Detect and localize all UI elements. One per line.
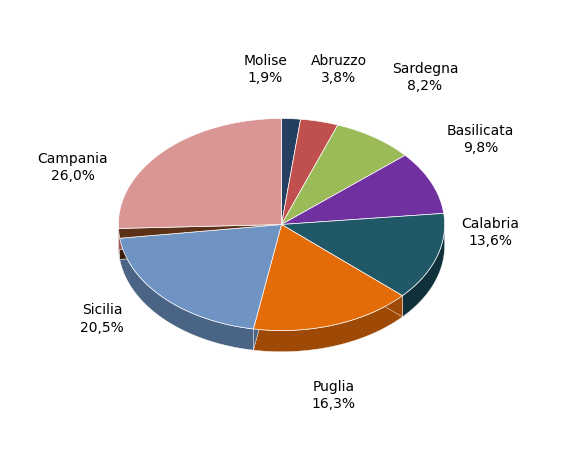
Polygon shape	[253, 296, 403, 352]
Polygon shape	[282, 119, 338, 224]
Polygon shape	[120, 224, 282, 329]
Polygon shape	[120, 224, 282, 260]
Polygon shape	[253, 224, 282, 350]
Text: Sardegna
8,2%: Sardegna 8,2%	[392, 62, 458, 93]
Text: Basilicata
9,8%: Basilicata 9,8%	[447, 124, 514, 155]
Text: Abruzzo
3,8%: Abruzzo 3,8%	[311, 54, 367, 85]
Polygon shape	[403, 224, 445, 317]
Polygon shape	[118, 224, 282, 238]
Polygon shape	[282, 125, 405, 224]
Text: Sicilia
20,5%: Sicilia 20,5%	[80, 304, 124, 335]
Polygon shape	[282, 224, 403, 317]
Polygon shape	[253, 224, 403, 330]
Polygon shape	[120, 238, 253, 350]
Polygon shape	[120, 224, 282, 260]
Text: Puglia
16,3%: Puglia 16,3%	[312, 380, 356, 411]
Polygon shape	[118, 224, 282, 250]
Polygon shape	[282, 119, 301, 224]
Polygon shape	[282, 155, 444, 224]
Polygon shape	[253, 224, 282, 350]
Text: Calabria
13,6%: Calabria 13,6%	[461, 217, 519, 248]
Polygon shape	[118, 224, 282, 250]
Polygon shape	[282, 224, 403, 317]
Polygon shape	[118, 229, 120, 260]
Polygon shape	[282, 213, 445, 296]
Text: Molise
1,9%: Molise 1,9%	[243, 54, 287, 85]
Polygon shape	[118, 119, 282, 229]
Text: Campania
26,0%: Campania 26,0%	[37, 152, 108, 183]
